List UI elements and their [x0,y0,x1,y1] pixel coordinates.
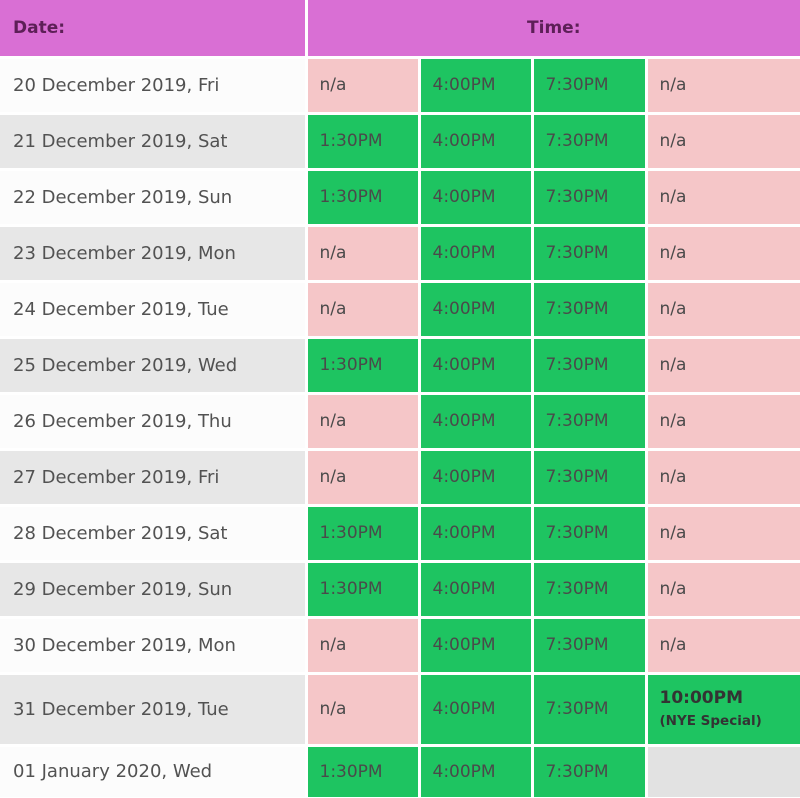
time-slot-cell: 4:00PM [417,223,534,283]
time-slot-cell: 7:30PM [530,111,648,171]
schedule-rows: 20 December 2019, Fri n/a 4:00PM 7:30PM n/a 2… [0,55,800,798]
date-cell: 27 December 2019, Fri [0,447,308,507]
date-cell: 22 December 2019, Sun [0,167,308,227]
time-slot-cell: 1:30PM [304,559,421,619]
time-slot-cell: 7:30PM [530,615,648,675]
time-slot-cell: 7:30PM [530,447,648,507]
time-slot-cell: 10:00PM (NYE Special) [644,671,800,747]
time-slot-cell: 7:30PM [530,391,648,451]
unavailable-slot-cell: n/a [644,335,800,395]
unavailable-slot-cell: n/a [644,55,800,115]
table-row: 28 December 2019, Sat 1:30PM 4:00PM 7:30PM n… [0,503,800,563]
unavailable-slot-cell: n/a [304,671,421,747]
time-slot-cell: 4:00PM [417,167,534,227]
table-row: 23 December 2019, Mon n/a 4:00PM 7:30PM n/a [0,223,800,283]
table-row: 31 December 2019, Tue n/a 4:00PM 7:30PM 10:0… [0,671,800,747]
unavailable-slot-cell: n/a [644,559,800,619]
unavailable-slot-cell: n/a [644,167,800,227]
date-cell: 26 December 2019, Thu [0,391,308,451]
date-cell: 24 December 2019, Tue [0,279,308,339]
table-row: 01 January 2020, Wed 1:30PM 4:00PM 7:30PM [0,743,800,798]
time-slot-cell: 7:30PM [530,279,648,339]
time-slot-cell: 1:30PM [304,503,421,563]
unavailable-slot-cell: n/a [304,391,421,451]
time-slot-cell: 7:30PM [530,503,648,563]
time-slot-cell: 7:30PM [530,671,648,747]
table-row: 27 December 2019, Fri n/a 4:00PM 7:30PM n/a [0,447,800,507]
date-cell: 30 December 2019, Mon [0,615,308,675]
slot-note-label: (NYE Special) [659,712,762,729]
time-slot-cell: 1:30PM [304,111,421,171]
time-slot-cell: 4:00PM [417,279,534,339]
time-slot-cell: 4:00PM [417,447,534,507]
table-row: 22 December 2019, Sun 1:30PM 4:00PM 7:30PM n… [0,167,800,227]
table-row: 25 December 2019, Wed 1:30PM 4:00PM 7:30PM n… [0,335,800,395]
time-slot-cell: 4:00PM [417,111,534,171]
date-cell: 31 December 2019, Tue [0,671,308,747]
time-slot-cell: 7:30PM [530,223,648,283]
date-cell: 29 December 2019, Sun [0,559,308,619]
table-row: 20 December 2019, Fri n/a 4:00PM 7:30PM n/a [0,55,800,115]
date-cell: 23 December 2019, Mon [0,223,308,283]
time-slot-cell: 7:30PM [530,335,648,395]
table-row: 21 December 2019, Sat 1:30PM 4:00PM 7:30PM n… [0,111,800,171]
slot-time-label: 10:00PM [659,688,744,709]
time-slot-cell: 7:30PM [530,167,648,227]
unavailable-slot-cell: n/a [644,223,800,283]
table-row: 26 December 2019, Thu n/a 4:00PM 7:30PM n/a [0,391,800,451]
table-row: 29 December 2019, Sun 1:30PM 4:00PM 7:30PM n… [0,559,800,619]
time-slot-cell: 4:00PM [417,559,534,619]
table-row: 24 December 2019, Tue n/a 4:00PM 7:30PM n/a [0,279,800,339]
empty-slot-cell [644,743,800,798]
time-slot-cell: 7:30PM [530,743,648,798]
unavailable-slot-cell: n/a [304,55,421,115]
time-slot-cell: 7:30PM [530,55,648,115]
table-row: 30 December 2019, Mon n/a 4:00PM 7:30PM n/a [0,615,800,675]
time-slot-cell: 4:00PM [417,335,534,395]
unavailable-slot-cell: n/a [304,223,421,283]
time-column-header: Time: [304,0,800,59]
unavailable-slot-cell: n/a [644,503,800,563]
time-slot-cell: 7:30PM [530,559,648,619]
date-cell: 21 December 2019, Sat [0,111,308,171]
unavailable-slot-cell: n/a [644,615,800,675]
time-slot-cell: 1:30PM [304,335,421,395]
date-cell: 28 December 2019, Sat [0,503,308,563]
time-slot-cell: 4:00PM [417,55,534,115]
date-cell: 20 December 2019, Fri [0,55,308,115]
unavailable-slot-cell: n/a [304,447,421,507]
time-slot-cell: 4:00PM [417,391,534,451]
unavailable-slot-cell: n/a [304,615,421,675]
time-slot-cell: 4:00PM [417,503,534,563]
time-slot-cell: 1:30PM [304,167,421,227]
unavailable-slot-cell: n/a [644,279,800,339]
header-row: Date: Time: [0,0,800,59]
unavailable-slot-cell: n/a [644,447,800,507]
date-column-header: Date: [0,0,308,59]
unavailable-slot-cell: n/a [304,279,421,339]
unavailable-slot-cell: n/a [644,391,800,451]
date-cell: 01 January 2020, Wed [0,743,308,798]
time-slot-cell: 4:00PM [417,671,534,747]
date-cell: 25 December 2019, Wed [0,335,308,395]
time-slot-cell: 1:30PM [304,743,421,798]
time-slot-cell: 4:00PM [417,615,534,675]
time-slot-cell: 4:00PM [417,743,534,798]
unavailable-slot-cell: n/a [644,111,800,171]
